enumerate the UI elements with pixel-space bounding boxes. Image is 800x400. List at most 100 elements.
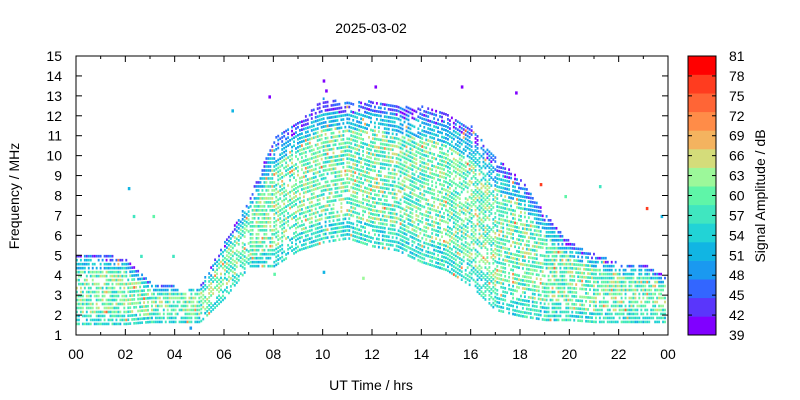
heatmap-cell — [279, 189, 282, 192]
heatmap-cell — [373, 169, 376, 173]
heatmap-cell — [350, 178, 353, 181]
heatmap-cell — [302, 175, 305, 179]
heatmap-cell — [508, 263, 511, 267]
heatmap-cell — [464, 213, 467, 216]
heatmap-cell — [362, 181, 365, 185]
heatmap-cell — [220, 248, 222, 252]
heatmap-cell — [269, 181, 272, 184]
heatmap-cell — [494, 235, 497, 239]
heatmap-cell — [261, 185, 264, 188]
heatmap-cell — [494, 184, 497, 187]
heatmap-cell — [508, 200, 511, 203]
heatmap-cell — [275, 243, 278, 247]
heatmap-cell — [293, 192, 295, 195]
heatmap-cell — [300, 144, 303, 147]
heatmap-cell — [531, 200, 534, 204]
heatmap-cell — [421, 244, 424, 248]
heatmap-cell — [478, 168, 481, 172]
heatmap-cell — [227, 291, 230, 295]
heatmap-cell — [149, 320, 151, 324]
heatmap-cell — [265, 236, 268, 240]
heatmap-cell — [342, 213, 345, 217]
heatmap-cell — [368, 239, 370, 243]
heatmap-cell — [381, 154, 384, 158]
heatmap-cell — [508, 240, 511, 243]
heatmap-cell — [464, 137, 467, 141]
heatmap-cell — [391, 176, 394, 179]
heatmap-cell — [488, 218, 491, 221]
heatmap-cell — [222, 250, 224, 254]
heatmap-cell — [492, 305, 495, 309]
heatmap-cell — [399, 146, 402, 150]
heatmap-cell — [502, 234, 505, 238]
heatmap-cell — [427, 199, 430, 202]
heatmap-cell — [496, 237, 499, 240]
heatmap-cell — [125, 262, 128, 266]
heatmap-cell — [462, 227, 465, 231]
heatmap-cell — [405, 129, 408, 133]
heatmap-cell — [527, 248, 530, 251]
heatmap-cell — [397, 185, 400, 189]
heatmap-cell — [387, 127, 390, 131]
heatmap-cell — [512, 217, 515, 220]
heatmap-cell — [293, 212, 295, 215]
heatmap-cell — [87, 302, 90, 306]
heatmap-cell — [391, 236, 394, 239]
heatmap-cell — [154, 308, 157, 312]
heatmap-cell — [492, 202, 495, 205]
heatmap-cell — [508, 248, 511, 251]
heatmap-cell — [405, 173, 408, 177]
heatmap-cell — [383, 218, 386, 222]
heatmap-cell — [527, 192, 530, 195]
heatmap-cell — [330, 163, 333, 167]
heatmap-cell — [504, 270, 507, 274]
heatmap-cell — [182, 320, 185, 324]
heatmap-cell — [518, 214, 520, 218]
heatmap-cell — [458, 209, 461, 212]
heatmap-cell — [344, 109, 347, 113]
heatmap-cell — [423, 225, 426, 229]
heatmap-cell — [445, 140, 447, 144]
heatmap-cell — [344, 217, 347, 221]
heatmap-cell — [354, 131, 357, 135]
heatmap-cell — [263, 181, 266, 184]
heatmap-cell — [208, 304, 211, 307]
heatmap-cell — [259, 221, 262, 224]
heatmap-cell — [332, 99, 335, 103]
heatmap-cell — [125, 310, 128, 314]
heatmap-cell — [271, 181, 274, 184]
heatmap-cell — [97, 290, 100, 294]
heatmap-cell — [210, 282, 213, 285]
heatmap-cell — [383, 119, 386, 122]
heatmap-cell — [277, 146, 280, 150]
heatmap-cell — [441, 255, 443, 258]
heatmap-cell — [233, 264, 236, 267]
heatmap-cell — [494, 239, 497, 243]
heatmap-cell — [354, 199, 357, 202]
heatmap-cell — [302, 215, 305, 219]
heatmap-cell — [415, 142, 418, 145]
heatmap-cell — [336, 226, 339, 230]
heatmap-cell — [474, 252, 477, 256]
heatmap-cell — [338, 146, 341, 150]
heatmap-cell — [300, 148, 303, 151]
heatmap-cell — [482, 156, 485, 160]
heatmap-cell — [425, 262, 428, 265]
heatmap-cell — [326, 160, 329, 164]
heatmap-cell — [334, 239, 337, 242]
heatmap-cell — [227, 239, 230, 243]
heatmap-cell — [468, 163, 471, 167]
heatmap-cell — [393, 228, 396, 232]
heatmap-cell — [377, 162, 380, 165]
heatmap-cell — [184, 292, 187, 296]
heatmap-cell — [259, 193, 262, 196]
heatmap-cell — [368, 147, 370, 151]
heatmap-cell — [441, 143, 443, 147]
heatmap-cell — [257, 236, 260, 240]
heatmap-cell — [454, 234, 457, 238]
heatmap-cell — [529, 192, 532, 196]
heatmap-cell — [435, 113, 438, 117]
heatmap-cell — [389, 156, 392, 159]
heatmap-cell — [334, 111, 337, 115]
heatmap-cell — [474, 260, 477, 264]
